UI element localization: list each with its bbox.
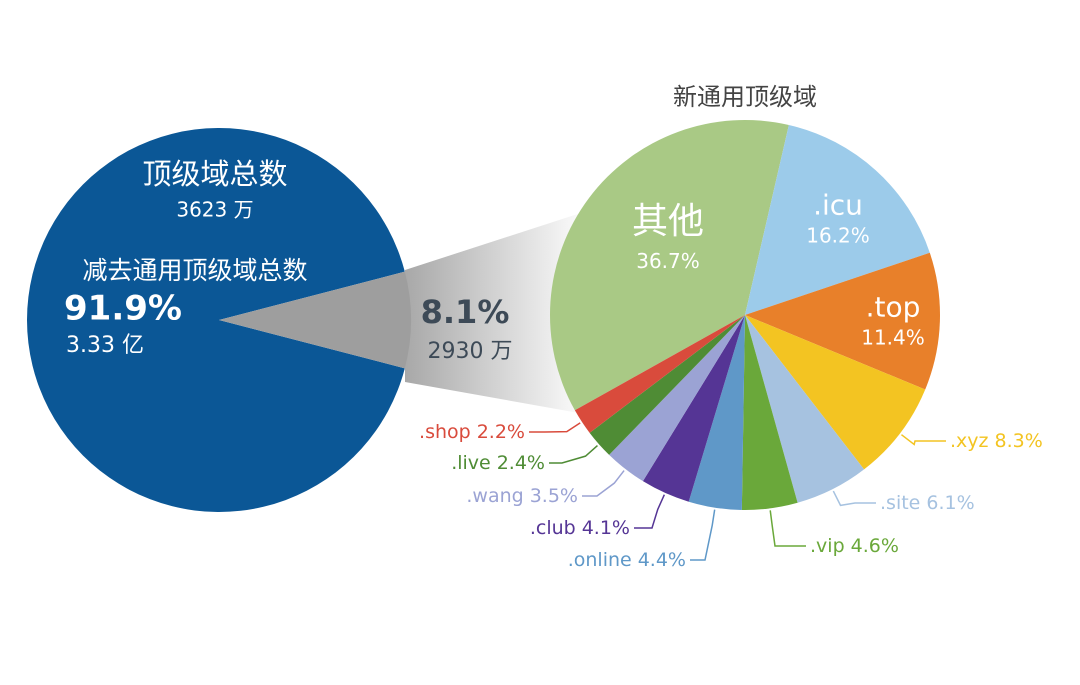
pie-slice [745, 315, 926, 470]
value-label: 8.1% [421, 293, 510, 331]
pie-slice [609, 315, 745, 482]
pie-subtitle: 3623 万 [176, 198, 253, 222]
category-label: .wang [466, 485, 523, 507]
leader-line [582, 470, 625, 497]
connector [405, 210, 590, 415]
pie-title: 顶级域总数 [142, 157, 287, 191]
count-label: 2930 万 [428, 339, 513, 364]
value-label: 91.9% [64, 289, 182, 329]
slice-label: .wang 3.5% [466, 485, 578, 507]
value-label: 2.2% [477, 421, 525, 443]
pie-slice [745, 315, 865, 503]
slice-label: .live 2.4% [451, 452, 545, 474]
slice-label: .club 4.1% [530, 517, 630, 539]
value-label: 8.3% [995, 430, 1043, 452]
pie-slice [219, 271, 412, 369]
value-label: 2.4% [497, 452, 545, 474]
slice-label: .vip 4.6% [810, 535, 899, 557]
pie-slice [27, 128, 405, 513]
count-label: 3.33 亿 [66, 333, 144, 358]
pie-slice [688, 315, 745, 510]
value-label: 11.4% [861, 326, 925, 350]
slice-label: .shop 2.2% [419, 421, 525, 443]
pie-slice [745, 124, 930, 316]
category-label: 减去通用顶级域总数 [82, 256, 307, 285]
slice-label: .site 6.1% [880, 492, 975, 514]
category-label: .icu [813, 188, 863, 221]
leader-line [901, 434, 946, 446]
slice-label: .online 4.4% [568, 549, 686, 571]
value-label: 4.6% [851, 535, 899, 557]
value-label: 6.1% [926, 492, 974, 514]
category-label: 其他 [632, 201, 704, 242]
pie-slice [589, 315, 745, 455]
slice-label: .xyz 8.3% [950, 430, 1043, 452]
leader-line [529, 422, 581, 433]
value-label: 4.1% [582, 517, 630, 539]
category-label: .club [530, 517, 576, 539]
pie-slice [574, 315, 745, 433]
pie-slice [745, 252, 940, 390]
pie-title: 新通用顶级域 [673, 83, 817, 111]
value-label: 36.7% [636, 249, 700, 273]
value-label: 4.4% [638, 549, 686, 571]
leader-line [832, 490, 876, 507]
category-label: .vip [810, 535, 845, 557]
category-label: .live [451, 452, 491, 474]
pie-slice [741, 315, 798, 510]
value-label: 16.2% [806, 224, 870, 248]
value-label: 3.5% [530, 485, 578, 507]
category-label: .top [866, 290, 921, 323]
pie-slice [549, 119, 789, 411]
category-label: .shop [419, 421, 471, 443]
category-label: .online [568, 549, 632, 571]
leader-line [634, 494, 666, 529]
leader-line [769, 510, 806, 547]
leader-line [549, 444, 598, 464]
category-label: .xyz [950, 430, 989, 452]
leader-line [690, 509, 716, 561]
pie-slice [642, 315, 745, 502]
category-label: .site [880, 492, 920, 514]
